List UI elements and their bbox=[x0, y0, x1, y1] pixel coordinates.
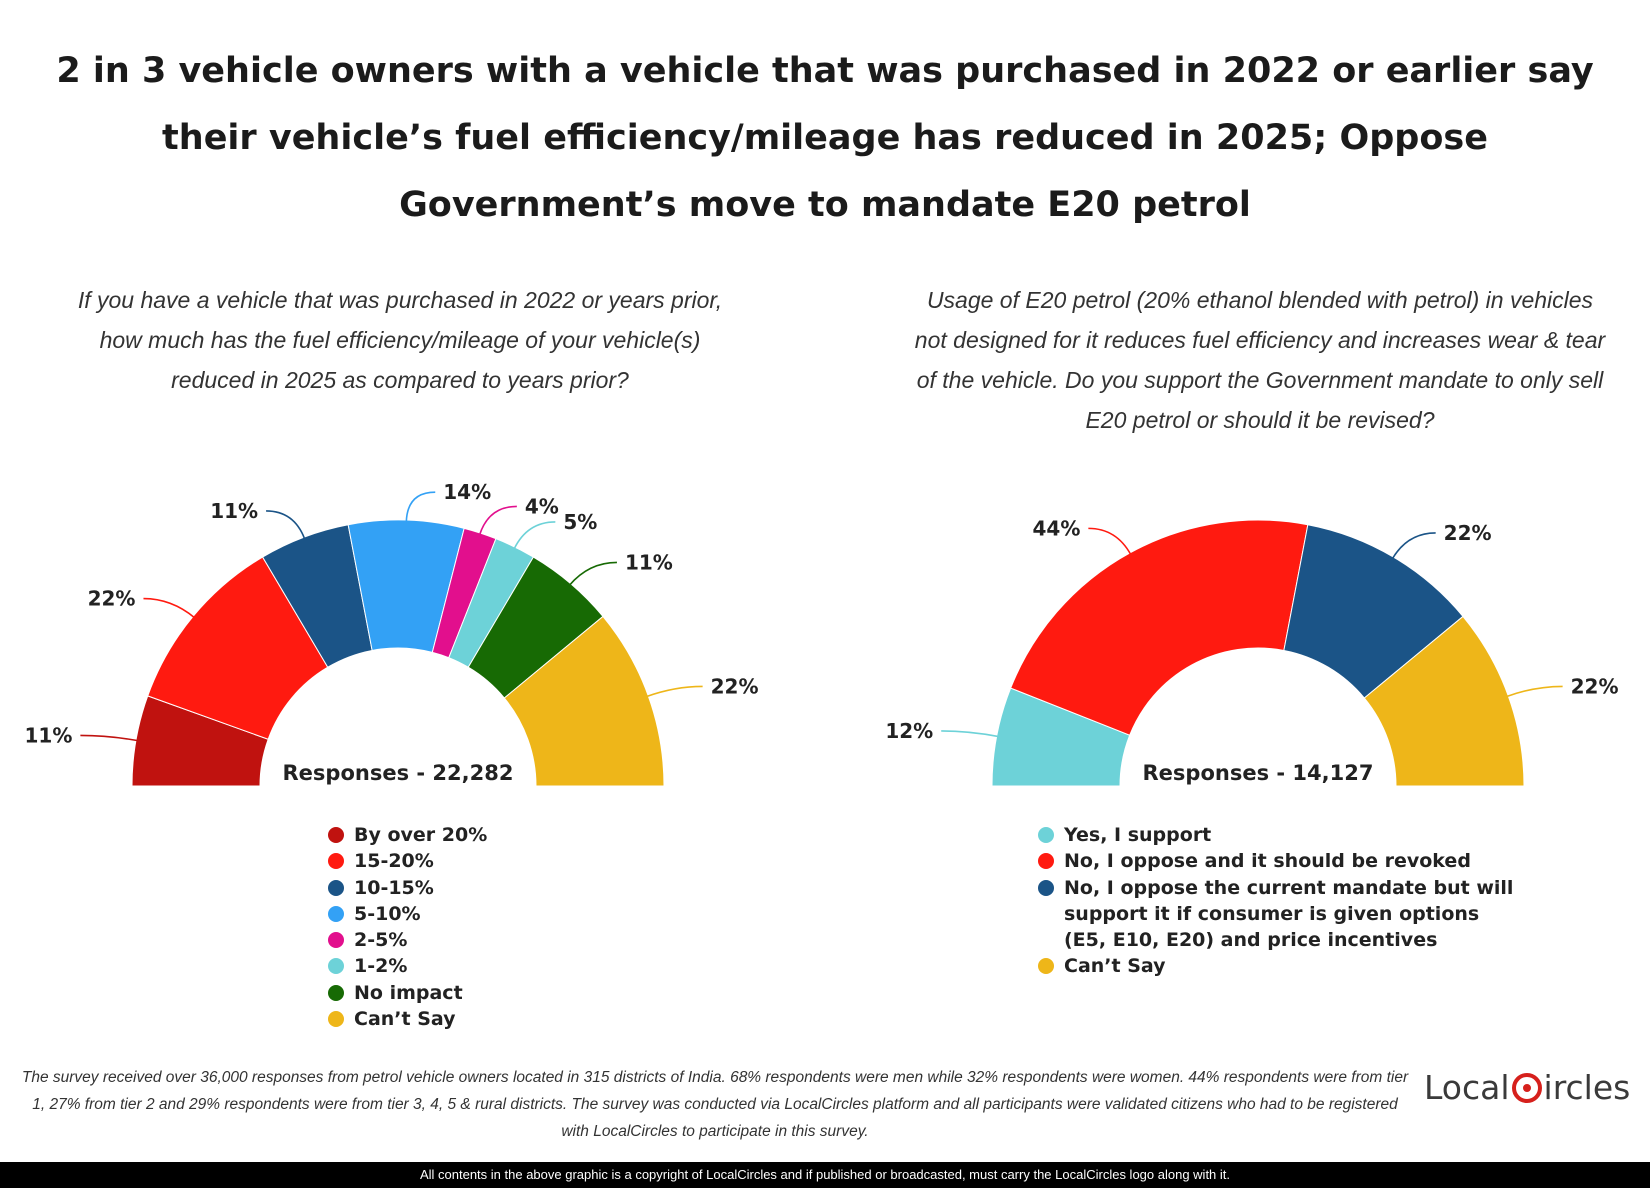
chart2-legend-swatch-icon bbox=[1038, 853, 1054, 870]
chart1-slice-label-6: 11% bbox=[625, 550, 673, 574]
chart1-legend-swatch-icon bbox=[328, 958, 344, 975]
chart1-legend-item-7: Can’t Say bbox=[328, 1006, 487, 1032]
chart2-slice-label-3: 22% bbox=[1571, 674, 1619, 698]
chart1-leader-line-5 bbox=[513, 521, 556, 550]
chart1-legend-label: 10-15% bbox=[354, 876, 434, 899]
page-title: 2 in 3 vehicle owners with a vehicle tha… bbox=[56, 51, 1594, 225]
chart1-leader-line-6 bbox=[568, 561, 617, 586]
chart1-legend-item-3: 5-10% bbox=[328, 901, 487, 927]
fuel-efficiency-donut-chart: 11% 22% 11% 14% 4%5% 11% 22% Responses - 22,282 bbox=[25, 480, 759, 787]
chart1-slice-label-1: 22% bbox=[88, 587, 136, 611]
chart1-responses-label: Responses - 22,282 bbox=[283, 761, 514, 785]
logo-text-right: ircles bbox=[1543, 1068, 1631, 1107]
chart2-legend-swatch-icon bbox=[1038, 958, 1054, 975]
chart1-slice-label-4: 4% bbox=[525, 494, 559, 518]
chart2-legend-label: Can’t Say bbox=[1064, 955, 1166, 978]
chart1-leader-line-0 bbox=[80, 734, 139, 742]
chart1-legend-swatch-icon bbox=[328, 1011, 344, 1028]
chart1-legend-item-1: 15-20% bbox=[328, 848, 487, 874]
chart2-legend-label: Yes, I support bbox=[1064, 824, 1212, 846]
chart1-slice-label-0: 11% bbox=[25, 723, 73, 747]
chart1-leader-line-4 bbox=[478, 505, 517, 536]
e20-mandate-donut-chart: 12% 44% 22% 22% Responses - 14,127 bbox=[885, 516, 1619, 787]
chart1-slice-label-2: 11% bbox=[210, 499, 258, 523]
chart2-legend-item-3: Can’t Say bbox=[1038, 953, 1518, 979]
chart1-legend-label: 15-20% bbox=[354, 850, 434, 873]
chart1-legend-swatch-icon bbox=[328, 853, 344, 870]
chart1-slice-label-3: 14% bbox=[443, 480, 491, 504]
chart1-legend-swatch-icon bbox=[328, 932, 344, 949]
chart1-legend-label: 2-5% bbox=[354, 929, 408, 952]
chart2-slice-1 bbox=[1010, 519, 1309, 736]
logo-mark-icon bbox=[1511, 1073, 1542, 1103]
chart1-question: If you have a vehicle that was purchased… bbox=[77, 287, 723, 393]
chart1-legend-swatch-icon bbox=[328, 827, 344, 843]
survey-footnote: The survey received over 36,000 response… bbox=[21, 1069, 1409, 1140]
chart1-leader-line-3 bbox=[405, 491, 436, 523]
chart2-legend-swatch-icon bbox=[1038, 827, 1054, 843]
chart1-legend-item-6: No impact bbox=[328, 980, 487, 1006]
chart2-responses-label: Responses - 14,127 bbox=[1143, 761, 1374, 785]
chart1-slice-label-5: 5% bbox=[563, 510, 597, 534]
chart1-leader-line-2 bbox=[266, 510, 306, 540]
chart2-slice-label-1: 44% bbox=[1032, 516, 1080, 540]
chart2-leader-line-2 bbox=[1391, 532, 1436, 560]
logo-text-left: Local bbox=[1424, 1068, 1510, 1107]
chart2-slice-label-2: 22% bbox=[1444, 521, 1492, 545]
chart2-legend: Yes, I support No, I oppose and it should… bbox=[1038, 822, 1518, 980]
chart1-legend-swatch-icon bbox=[328, 905, 344, 922]
chart1-leader-line-7 bbox=[646, 685, 703, 698]
chart1-legend-label: 5-10% bbox=[354, 902, 421, 925]
chart1-slice-label-7: 22% bbox=[711, 674, 759, 698]
chart1-legend-item-4: 2-5% bbox=[328, 927, 487, 953]
chart2-legend-item-0: Yes, I support bbox=[1038, 822, 1518, 848]
chart2-legend-swatch-icon bbox=[1038, 879, 1054, 896]
localcircles-logo: Local ircles bbox=[1424, 1068, 1630, 1124]
chart1-legend-label: By over 20% bbox=[354, 824, 488, 846]
chart1-legend-label: Can’t Say bbox=[354, 1008, 456, 1031]
chart1-legend-item-2: 10-15% bbox=[328, 875, 487, 901]
chart1-legend-label: No impact bbox=[354, 981, 463, 1004]
chart2-leader-line-3 bbox=[1506, 685, 1563, 698]
chart1-slice-7 bbox=[503, 615, 665, 787]
chart1-legend-item-5: 1-2% bbox=[328, 953, 487, 979]
chart1-legend-label: 1-2% bbox=[354, 955, 408, 978]
chart2-leader-line-0 bbox=[941, 730, 999, 738]
chart1-legend-swatch-icon bbox=[328, 879, 344, 896]
chart2-legend-item-2: No, I oppose the current mandate but wil… bbox=[1038, 875, 1518, 954]
chart2-leader-line-1 bbox=[1088, 527, 1132, 556]
chart2-legend-item-1: No, I oppose and it should be revoked bbox=[1038, 848, 1518, 874]
chart1-legend-swatch-icon bbox=[328, 984, 344, 1001]
chart1-legend-item-0: By over 20% bbox=[328, 822, 487, 848]
chart2-slice-label-0: 12% bbox=[885, 719, 933, 743]
copyright-bar: All contents in the above graphic is a c… bbox=[0, 1162, 1650, 1188]
chart2-legend-label: No, I oppose and it should be revoked bbox=[1064, 850, 1471, 873]
chart2-legend-label: No, I oppose the current mandate but wil… bbox=[1064, 876, 1514, 952]
chart2-question: Usage of E20 petrol (20% ethanol blended… bbox=[914, 287, 1606, 433]
chart2-slice-3 bbox=[1363, 615, 1525, 787]
chart1-leader-line-1 bbox=[143, 597, 196, 619]
chart1-legend: By over 20% 15-20% 10-15% 5-10% 2-5% 1-2% No i… bbox=[328, 822, 487, 1032]
